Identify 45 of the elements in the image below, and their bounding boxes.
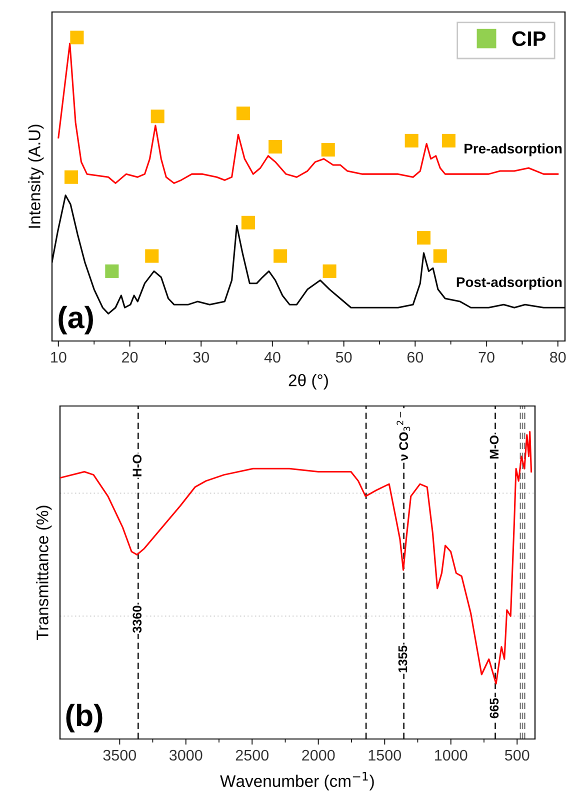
legend-label: CIP <box>512 31 546 46</box>
x-axis-title: 2θ (°) <box>288 374 328 390</box>
x-tick-label: 70 <box>478 352 494 363</box>
point <box>442 134 456 148</box>
annotation: ν CO$_{3}$$^{2−}$ <box>396 412 410 461</box>
annotation: 665 <box>490 698 499 718</box>
point <box>322 264 336 278</box>
x-axis-title: Wavenumber (cm$^{−1}$) <box>220 772 374 790</box>
point <box>105 264 119 278</box>
x-tick-label: 20 <box>122 352 138 363</box>
x-tick-label: 1500 <box>368 750 402 761</box>
annotation: H-O <box>132 454 142 476</box>
x-tick-label: 10 <box>51 352 66 363</box>
y-axis-title: Transmittance (%) <box>36 506 52 640</box>
point <box>241 216 255 230</box>
x-tick-label: 1000 <box>435 750 468 761</box>
x-tick-label: 2000 <box>302 750 335 761</box>
x-tick-label: 2500 <box>236 750 269 761</box>
point <box>150 110 164 124</box>
x-tick-label: 50 <box>336 352 352 363</box>
x-tick-label: 40 <box>264 352 280 363</box>
point <box>321 143 335 157</box>
x-tick-label: 60 <box>407 352 424 363</box>
point <box>236 106 250 120</box>
point <box>70 30 84 44</box>
point <box>145 249 159 263</box>
annotation: 3360 <box>132 606 142 633</box>
point <box>433 249 447 263</box>
point <box>416 231 430 245</box>
y-axis-title: Intensity (A.U) <box>28 124 44 228</box>
annotation: (b) <box>66 704 102 732</box>
series-label: Post-adsorption <box>456 276 562 290</box>
point <box>274 249 288 263</box>
series-label: Pre-adsorption <box>464 143 562 156</box>
annotation: M-O <box>490 436 499 458</box>
annotation: 1355 <box>398 646 408 672</box>
x-tick-label: 80 <box>550 352 566 363</box>
point <box>404 134 418 148</box>
x-tick-label: 500 <box>504 750 530 761</box>
point <box>268 140 282 154</box>
x-tick-label: 30 <box>193 352 210 363</box>
x-tick-label: 3000 <box>169 750 202 761</box>
point <box>64 170 78 184</box>
x-tick-label: 3500 <box>103 750 136 761</box>
annotation: (a) <box>58 306 93 334</box>
